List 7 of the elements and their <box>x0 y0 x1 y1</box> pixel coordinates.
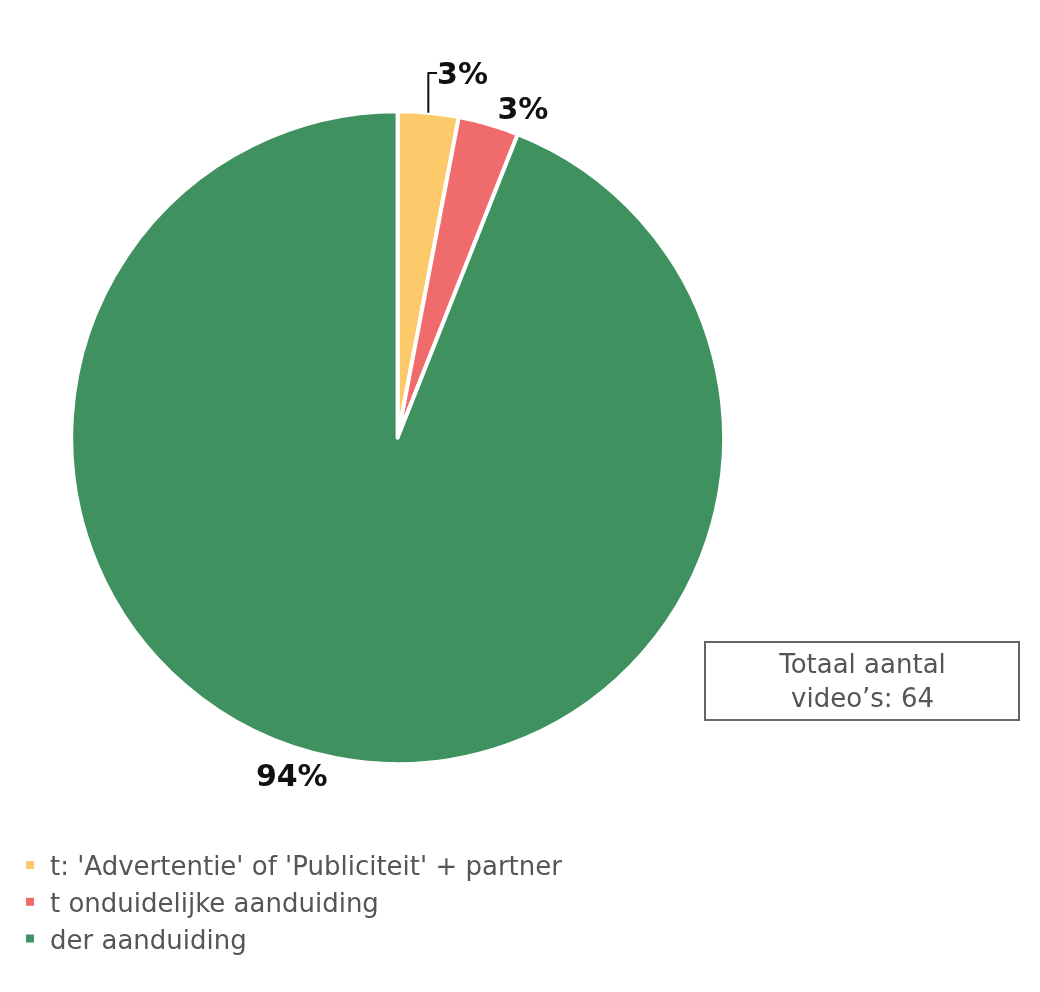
legend-label: t onduidelijke aanduiding <box>50 887 379 918</box>
legend-label: der aanduiding <box>50 924 247 955</box>
data-label: 3% <box>497 90 549 126</box>
legend-label: t: 'Advertentie' of 'Publiciteit' + partner <box>50 851 563 882</box>
text: Totaal aantal video’s: 64 <box>778 649 946 713</box>
data-label: 3% <box>437 55 488 91</box>
data-label: 94% <box>255 757 328 793</box>
